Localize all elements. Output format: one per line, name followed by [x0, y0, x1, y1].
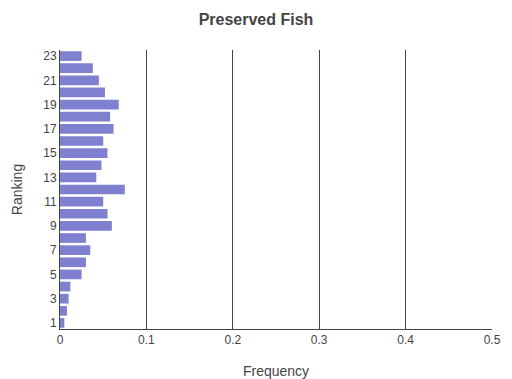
svg-text:13: 13 [43, 171, 57, 185]
svg-text:0.5: 0.5 [484, 333, 501, 347]
svg-text:0.2: 0.2 [224, 333, 241, 347]
svg-text:1: 1 [50, 316, 57, 330]
svg-text:0: 0 [57, 333, 64, 347]
svg-text:9: 9 [50, 219, 57, 233]
svg-text:Ranking: Ranking [9, 164, 25, 215]
svg-text:Preserved Fish: Preserved Fish [199, 11, 314, 28]
svg-text:5: 5 [50, 268, 57, 282]
svg-text:21: 21 [43, 74, 57, 88]
svg-text:11: 11 [44, 195, 57, 209]
svg-text:15: 15 [43, 146, 57, 160]
svg-text:Frequency: Frequency [243, 363, 309, 379]
svg-text:7: 7 [50, 243, 57, 257]
svg-text:0.4: 0.4 [397, 333, 414, 347]
svg-text:17: 17 [43, 122, 57, 136]
svg-text:3: 3 [50, 292, 57, 306]
svg-text:23: 23 [43, 49, 57, 63]
svg-text:0.3: 0.3 [311, 333, 328, 347]
svg-text:0.1: 0.1 [138, 333, 155, 347]
svg-text:19: 19 [43, 98, 57, 112]
